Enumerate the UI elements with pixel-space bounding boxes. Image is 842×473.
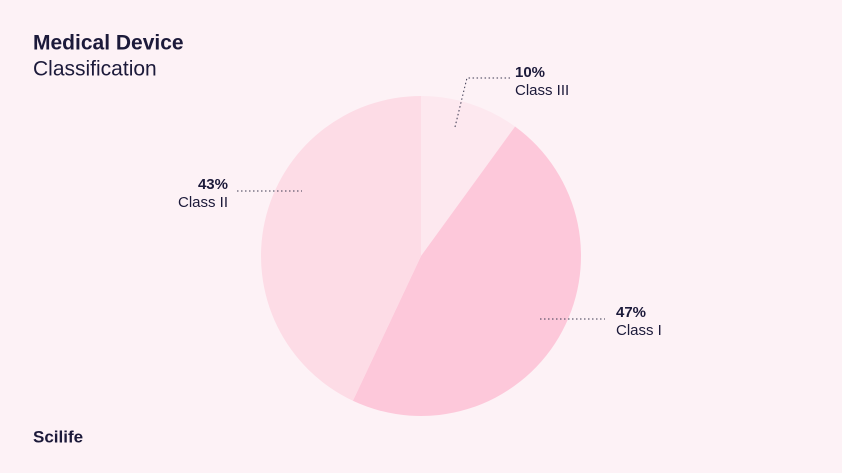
category-label: Class II <box>178 194 228 211</box>
category-label: Class III <box>515 82 569 99</box>
chart-subtitle: Classification <box>33 58 157 81</box>
chart-title: Medical Device <box>33 32 184 55</box>
category-label: Class I <box>616 322 662 339</box>
pie-slice <box>421 96 516 256</box>
pie-slice <box>261 96 421 401</box>
pie-slice <box>352 126 582 417</box>
value-label: 47% <box>616 304 646 321</box>
leader-line <box>454 77 510 128</box>
value-label: 10% <box>515 64 545 81</box>
value-label: 43% <box>198 176 228 193</box>
brand-logo: Scilife <box>33 427 83 446</box>
